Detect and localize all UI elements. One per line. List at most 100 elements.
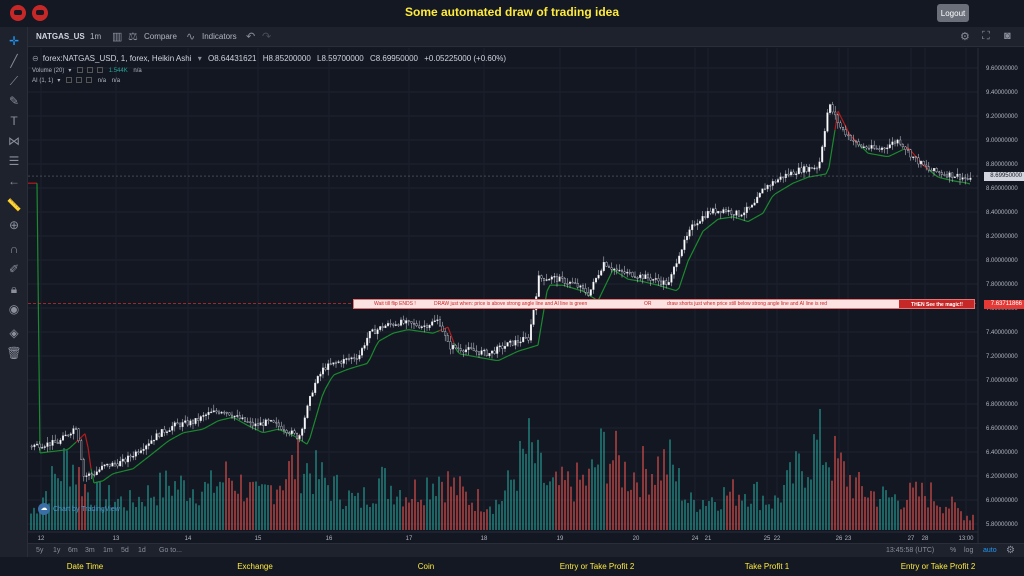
volume-bar [948,508,950,530]
ai-line-segment [609,269,614,277]
percent-toggle[interactable]: % [950,547,957,554]
fullscreen-icon[interactable]: ⛶ [982,30,990,42]
candle-body [220,411,223,414]
close-toggle-icon[interactable] [86,77,93,84]
ai-line-segment [645,281,650,284]
candle-body [100,465,103,470]
eye-toggle-icon[interactable] [66,77,73,84]
tradingview-watermark[interactable]: ☁ Chart by TradingView [38,503,120,515]
back-arrow-icon[interactable]: ← [8,174,20,188]
candle-body [524,336,527,339]
candle-body [844,129,847,136]
lock-icon[interactable]: 🔒︎ [10,282,18,296]
range-3m[interactable]: 3m [85,547,95,554]
volume-bar [588,468,590,530]
range-6m[interactable]: 6m [68,547,78,554]
ai-line-segment [174,435,179,438]
candle-body [472,348,475,352]
legend-menu-icon[interactable]: ▾ [68,68,72,74]
close-toggle-icon[interactable] [97,67,104,74]
candle-body [649,277,652,281]
ai-line-segment [819,173,824,176]
chart-area[interactable]: 9.60000000 9.40000000 9.20000000 9.00000000… [28,48,1024,557]
layers-icon[interactable]: ◈ [9,326,19,340]
candle-body [769,185,772,187]
eye-toggle-icon[interactable] [77,67,84,74]
candle-body [75,428,78,430]
volume-bar [153,496,155,530]
crosshair-icon[interactable]: ✛ [8,34,20,48]
auto-toggle[interactable]: auto [983,547,997,554]
candle-body [920,161,923,165]
redo-icon[interactable]: ↷ [262,31,272,43]
time-tick-label: 24 [692,536,699,542]
fib-tool-icon[interactable]: ⟋ [9,74,19,88]
candle-body [608,266,611,268]
ai-line-segment [384,335,389,339]
ai-line-segment [333,373,338,376]
axis-settings-icon[interactable]: ⚙ [1006,545,1015,556]
range-5d[interactable]: 5d [121,547,129,554]
candle-body [285,430,288,433]
trash-icon[interactable]: 🗑︎ [6,346,22,360]
text-tool-icon[interactable]: T [10,114,18,128]
zoom-in-icon[interactable]: ⊕ [8,218,20,232]
range-1d[interactable]: 1d [138,547,146,554]
goto-button[interactable]: Go to... [159,547,182,554]
brush-icon[interactable]: ✎ [8,94,20,108]
range-5y[interactable]: 5y [36,547,44,554]
candle-body [834,111,837,116]
legend-menu-icon[interactable]: ▾ [197,54,202,63]
settings-toggle-icon[interactable] [87,67,94,74]
settings-gear-icon[interactable]: ⚙ [960,31,970,43]
stay-drawing-icon[interactable]: ✐ [8,262,20,276]
indicators-button[interactable]: Indicators [202,32,237,41]
ai-line-segment [687,254,692,262]
candle-body [33,444,36,447]
undo-icon[interactable]: ↶ [246,31,256,43]
ai-line-segment [183,431,188,434]
pattern-icon[interactable]: ⋈ [8,134,20,148]
volume-bar [84,484,86,530]
candle-body [509,340,512,343]
candle-body [488,353,491,357]
log-toggle[interactable]: log [964,547,974,554]
collapse-icon[interactable]: ⊖ [32,54,39,63]
logout-button[interactable]: Logout [937,4,969,22]
magnet-icon[interactable]: ∩ [9,242,19,256]
range-1m[interactable]: 1m [103,547,113,554]
candle-body [774,181,777,183]
trend-line-icon[interactable]: ╱ [10,54,18,68]
candle-body [207,412,210,415]
legend-menu-icon[interactable]: ▾ [57,78,61,84]
volume-bar [921,482,923,530]
price-tick-label: 6.40000000 [986,450,1018,456]
candle-body [667,282,670,285]
price-tick-label: 6.00000000 [986,498,1018,504]
price-chart[interactable]: 9.60000000 9.40000000 9.20000000 9.00000000… [28,48,1024,543]
volume-bar [687,502,689,530]
compare-button[interactable]: Compare [144,32,177,41]
candle-body [72,428,75,435]
candle-body [38,443,41,448]
ai-line-segment [450,334,455,344]
volume-bar [375,503,377,530]
settings-toggle-icon[interactable] [76,77,83,84]
range-1y[interactable]: 1y [53,547,61,554]
camera-icon[interactable]: ◙ [1004,30,1011,42]
candle-body [883,147,886,150]
symbol-button[interactable]: NATGAS_US [36,32,85,41]
volume-bar [354,496,356,530]
eye-icon[interactable]: ◉ [8,302,20,316]
volume-bar [810,479,812,530]
ai-line-segment [828,148,833,168]
volume-bar [900,509,902,530]
ruler-icon[interactable]: 📏 [6,198,22,212]
ai-line-segment [321,389,326,397]
candle-style-icon[interactable]: ▥ [112,31,123,43]
prediction-icon[interactable]: ☰ [8,154,20,168]
interval-button[interactable]: 1m [90,32,102,41]
candle-body [751,204,754,208]
ai-line-segment [882,155,887,158]
